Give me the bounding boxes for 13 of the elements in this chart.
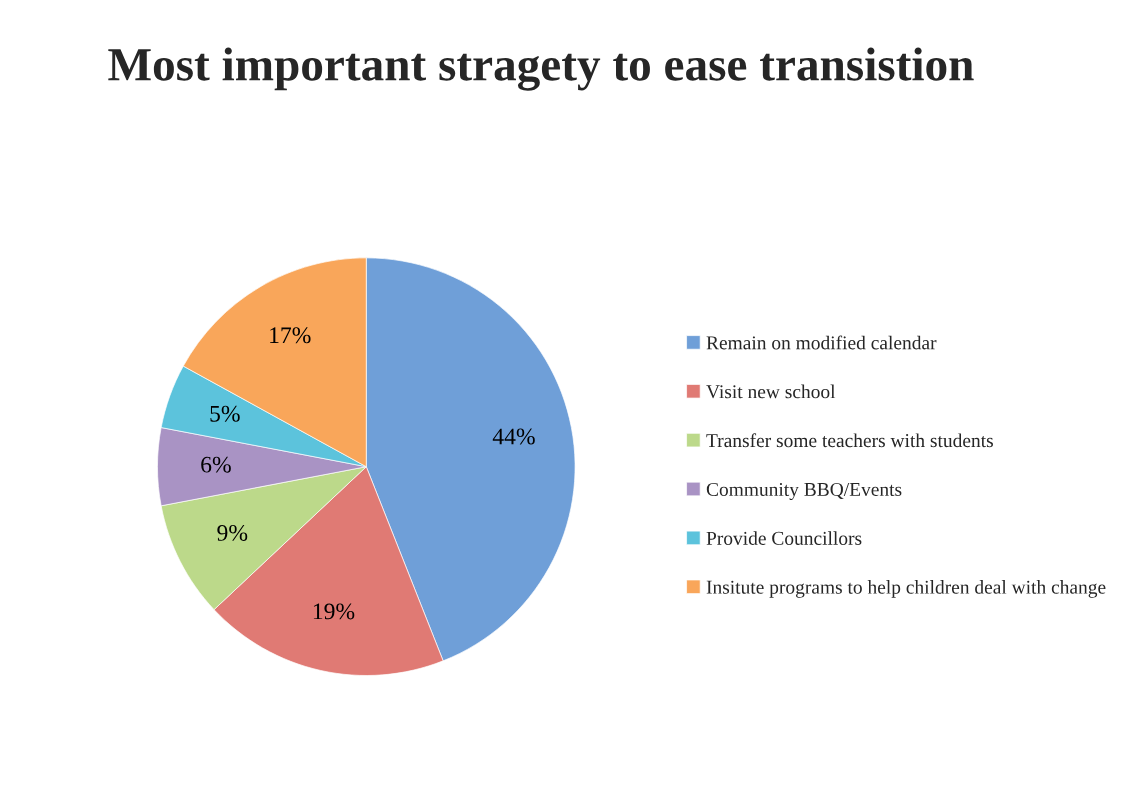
data-label: 44%	[492, 428, 535, 445]
data-label: 5%	[210, 405, 240, 422]
chart-title: Most important stragety to ease transistion	[108, 47, 974, 91]
legend-label: Remain on modified calendar	[706, 335, 937, 350]
legend-label: Insitute programs to help children deal with change	[706, 580, 1106, 598]
data-label: 9%	[217, 524, 248, 541]
data-label: 17%	[270, 327, 311, 344]
data-label: 6%	[201, 456, 231, 473]
legend-label: Transfer some teachers with students	[706, 433, 993, 448]
legend-label: Visit new school	[706, 384, 836, 399]
legend-label: Community BBQ/Events	[706, 482, 902, 500]
data-label: 19%	[313, 603, 355, 620]
legend-label: Provide Councillors	[706, 531, 862, 545]
